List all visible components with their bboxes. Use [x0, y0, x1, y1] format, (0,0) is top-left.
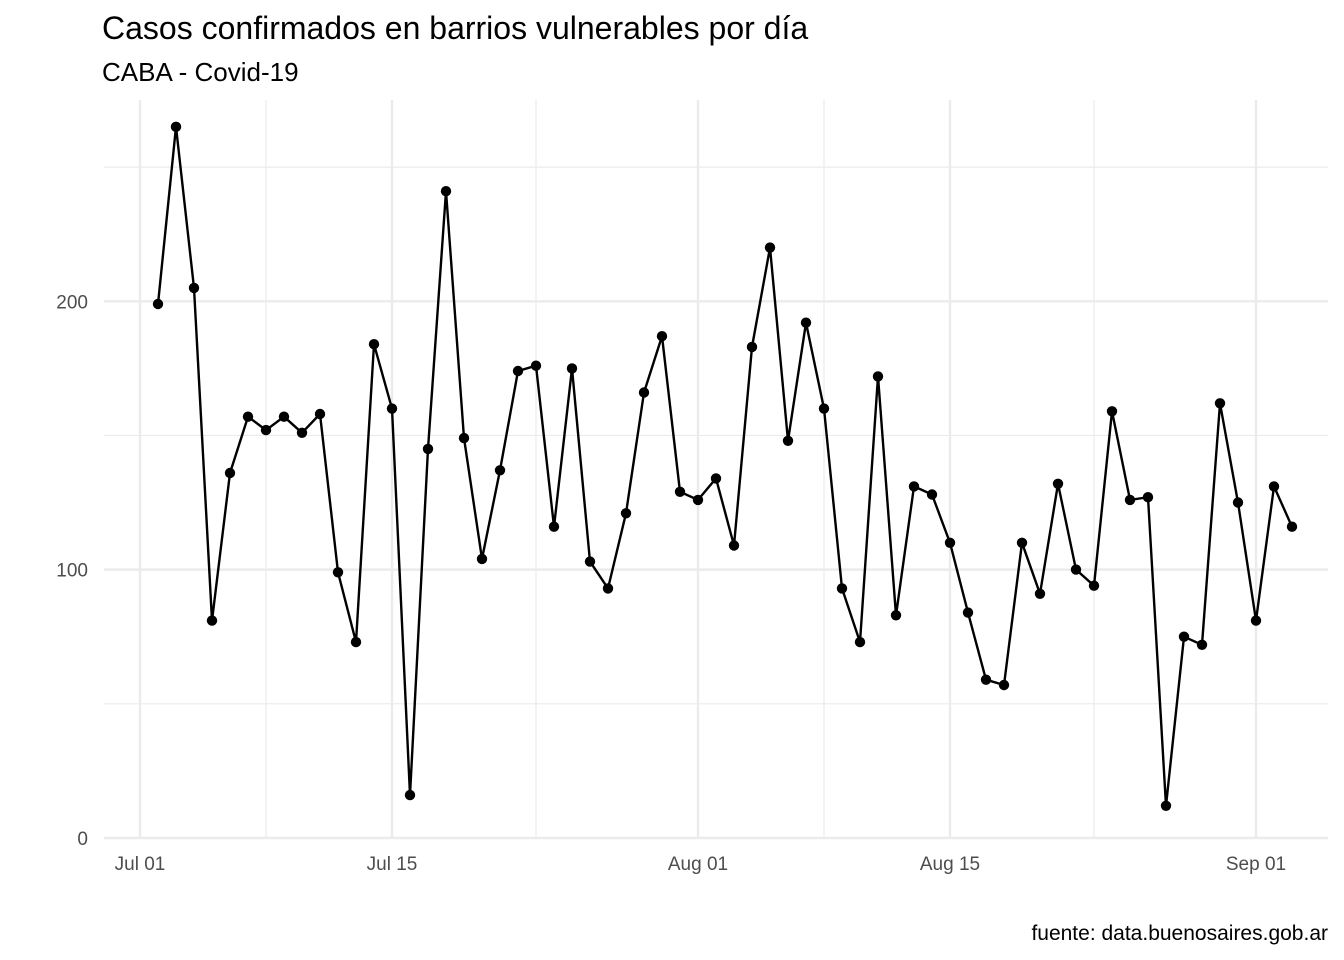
- data-point: [170, 121, 182, 132]
- y-tick-label: 0: [77, 829, 88, 850]
- data-point: [1106, 406, 1118, 417]
- data-point: [854, 636, 866, 648]
- chart-title: Casos confirmados en barrios vulnerables…: [102, 10, 809, 46]
- data-point: [1034, 588, 1046, 599]
- data-point: [782, 435, 794, 446]
- data-point: [1286, 521, 1298, 532]
- data-point: [278, 411, 290, 422]
- series-line: [156, 125, 1294, 807]
- data-point: [1124, 494, 1136, 506]
- data-point: [764, 242, 776, 253]
- data-point: [224, 467, 236, 479]
- x-tick-label: Aug 15: [920, 854, 980, 875]
- y-tick-label: 200: [56, 292, 88, 313]
- x-tick-label: Jul 01: [115, 854, 166, 875]
- data-point: [458, 432, 470, 444]
- data-point: [1268, 481, 1280, 492]
- y-tick-label: 100: [56, 561, 88, 582]
- data-point: [1160, 800, 1172, 811]
- data-point: [728, 540, 740, 551]
- data-point: [512, 365, 524, 377]
- data-point: [800, 317, 812, 328]
- data-point: [422, 443, 434, 455]
- data-point: [1016, 537, 1028, 548]
- data-point: [1052, 478, 1064, 489]
- data-point: [1250, 615, 1262, 626]
- data-point: [1142, 492, 1154, 503]
- minor-gridlines: [104, 100, 1328, 838]
- chart-subtitle: CABA - Covid-19: [102, 57, 299, 87]
- data-point: [980, 674, 992, 685]
- data-point: [494, 465, 506, 476]
- x-tick-label: Aug 01: [668, 854, 728, 875]
- data-point: [530, 360, 542, 371]
- data-point: [332, 567, 344, 578]
- data-point: [962, 607, 974, 618]
- data-point: [926, 489, 938, 500]
- data-point: [1178, 631, 1190, 642]
- data-point: [1232, 497, 1244, 508]
- data-point: [710, 473, 722, 484]
- data-point: [152, 298, 164, 310]
- data-point: [674, 486, 686, 497]
- chart-caption: fuente: data.buenosaires.gob.ar: [1031, 922, 1328, 945]
- x-tick-label: Sep 01: [1226, 854, 1286, 875]
- data-point: [368, 339, 380, 350]
- data-point: [836, 583, 848, 594]
- x-tick-label: Jul 15: [367, 854, 418, 875]
- data-point: [260, 424, 272, 436]
- data-point: [620, 508, 632, 519]
- data-point: [206, 615, 218, 626]
- data-point: [404, 789, 416, 801]
- series-cases: [156, 125, 1294, 807]
- data-point: [188, 282, 200, 294]
- data-point: [386, 403, 398, 414]
- data-point: [314, 408, 326, 420]
- data-point: [872, 371, 884, 382]
- data-point: [602, 583, 614, 594]
- data-point: [1088, 580, 1100, 591]
- data-point: [350, 636, 362, 648]
- data-point: [1070, 564, 1082, 575]
- axis-ticks: 0 100 200 Jul 01 Jul 15 Aug 01 Aug 15 Sep 01: [56, 292, 1286, 875]
- data-point: [476, 553, 488, 565]
- data-point: [584, 556, 596, 567]
- data-point: [638, 387, 650, 398]
- data-points: [152, 121, 1298, 811]
- data-point: [746, 341, 758, 353]
- data-point: [566, 363, 578, 374]
- major-gridlines: [104, 100, 1328, 840]
- data-point: [692, 494, 704, 506]
- data-point: [440, 186, 452, 197]
- data-point: [998, 679, 1010, 691]
- data-point: [908, 481, 920, 492]
- data-point: [944, 537, 956, 548]
- data-point: [890, 610, 902, 621]
- data-point: [656, 331, 668, 342]
- data-point: [296, 427, 308, 438]
- data-point: [548, 521, 560, 532]
- data-point: [242, 411, 254, 422]
- data-point: [818, 403, 830, 414]
- data-point: [1214, 398, 1226, 409]
- data-point: [1196, 639, 1208, 650]
